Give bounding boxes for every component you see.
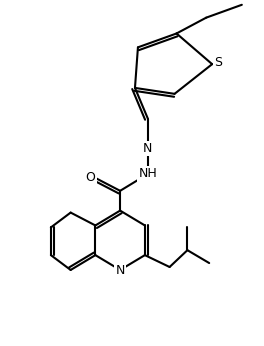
Text: S: S bbox=[214, 56, 222, 69]
Text: N: N bbox=[143, 142, 153, 155]
Text: NH: NH bbox=[138, 167, 157, 181]
Text: N: N bbox=[115, 264, 125, 277]
Text: O: O bbox=[86, 172, 95, 184]
